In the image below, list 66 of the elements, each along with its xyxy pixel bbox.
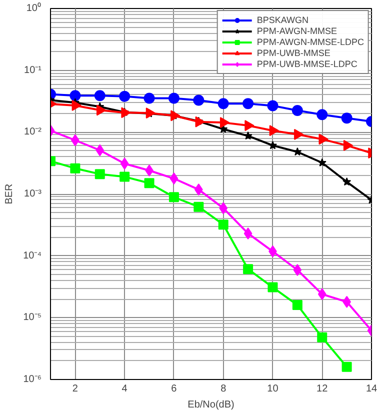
point xyxy=(72,100,82,111)
x-tick-label: 6 xyxy=(171,384,178,394)
x-tick-label: 10 xyxy=(267,384,279,394)
point xyxy=(218,98,229,110)
y-tick-label: 10⁻¹ xyxy=(24,64,42,76)
legend-label: PPM-AWGN-MMSE-LDPC xyxy=(256,37,364,47)
point xyxy=(168,192,179,202)
point xyxy=(242,98,254,110)
point xyxy=(194,184,203,196)
point xyxy=(120,158,129,170)
point xyxy=(244,131,252,140)
x-axis-title: Eb/No(dB) xyxy=(188,400,234,410)
point xyxy=(170,172,178,185)
point xyxy=(168,92,180,104)
point xyxy=(316,109,328,120)
point xyxy=(343,140,354,151)
point xyxy=(70,90,81,102)
x-tick-label: 8 xyxy=(220,384,227,394)
point xyxy=(293,264,302,276)
point xyxy=(70,163,80,174)
point xyxy=(244,120,254,132)
point xyxy=(268,282,278,292)
point xyxy=(267,100,278,112)
point xyxy=(220,117,230,128)
y-tick-label: 10⁻³ xyxy=(24,188,42,200)
point xyxy=(218,220,228,230)
point xyxy=(96,144,104,156)
point xyxy=(96,104,106,116)
point xyxy=(144,92,155,104)
point xyxy=(193,94,204,106)
y-tick-label: 10⁻⁴ xyxy=(23,250,42,262)
y-axis-title: BER xyxy=(4,184,16,204)
legend-label: PPM-UWB-MMSE xyxy=(256,48,330,58)
x-tick-label: 4 xyxy=(122,384,128,394)
point xyxy=(243,264,254,274)
point xyxy=(342,362,352,372)
point xyxy=(219,202,228,214)
point xyxy=(292,300,302,310)
point xyxy=(318,134,328,145)
point xyxy=(318,288,326,300)
legend-label: PPM-UWB-MMSE-LDPC xyxy=(256,59,358,69)
point xyxy=(268,140,278,150)
point xyxy=(194,202,204,212)
y-tick-label: 10⁻⁵ xyxy=(23,312,42,324)
point xyxy=(294,128,304,140)
point xyxy=(94,90,106,102)
point xyxy=(317,332,328,342)
point xyxy=(342,177,352,186)
point xyxy=(269,125,280,136)
point xyxy=(94,169,105,180)
x-tick-label: 12 xyxy=(316,384,328,394)
x-tick-label: 2 xyxy=(72,384,78,394)
y-tick-label: 10⁻⁶ xyxy=(23,374,42,385)
point xyxy=(120,172,130,182)
point xyxy=(121,107,131,118)
y-tick-label: 10⁰ xyxy=(26,2,42,14)
x-tick-label: 14 xyxy=(366,384,378,394)
legend-label: PPM-AWGN-MMSE xyxy=(256,26,337,36)
point xyxy=(144,178,154,188)
point xyxy=(318,158,326,166)
point xyxy=(292,105,303,116)
point xyxy=(119,90,130,102)
y-tick-label: 10⁻² xyxy=(24,126,42,138)
point xyxy=(341,112,352,124)
point xyxy=(244,227,252,240)
legend-label: BPSKAWGN xyxy=(256,15,309,25)
